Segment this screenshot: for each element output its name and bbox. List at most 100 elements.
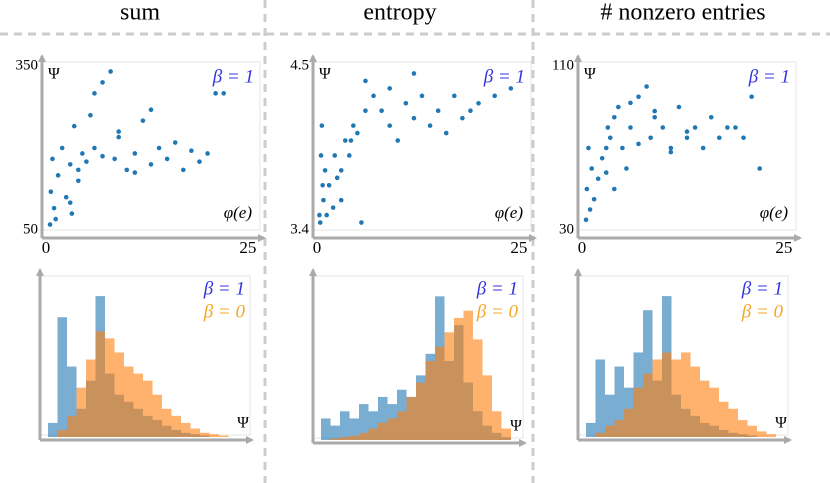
scatter-point: [616, 104, 621, 110]
scatter-point: [668, 149, 674, 155]
histogram-bar: [349, 418, 359, 440]
histogram-bar: [67, 415, 77, 437]
x-axis-label: Ψ: [237, 415, 249, 432]
histogram-bar: [387, 418, 397, 440]
scatter-point: [347, 153, 352, 158]
scatter-point: [197, 159, 202, 164]
scatter-point: [648, 135, 653, 141]
scatter-point: [620, 145, 625, 151]
scatter-point: [427, 123, 433, 128]
scatter-point: [741, 135, 746, 141]
scatter-point: [338, 197, 344, 203]
histogram-bar: [340, 437, 350, 440]
scatter-point: [508, 86, 514, 91]
scatter-point: [317, 220, 323, 225]
histogram-bar: [425, 361, 435, 440]
x-tick-label: 0: [42, 238, 51, 257]
scatter-point: [67, 162, 73, 167]
x-tick-label: 0: [313, 238, 322, 257]
scatter-point: [100, 153, 105, 159]
scatter-point: [318, 153, 324, 158]
histogram-bar: [143, 380, 153, 437]
y-tick-label: 30: [559, 221, 574, 237]
scatter-point: [205, 151, 210, 156]
scatter-point: [725, 125, 730, 130]
histogram-bar: [406, 396, 416, 440]
scatter-point: [51, 205, 57, 211]
scatter-point: [321, 197, 326, 203]
column-title: # nonzero entries: [600, 0, 765, 26]
histogram-bar: [643, 373, 653, 437]
scatter-point: [363, 108, 368, 114]
scatter-point: [584, 186, 590, 192]
scatter-point: [757, 166, 762, 171]
histogram-bar: [57, 317, 67, 437]
histogram-bar: [681, 352, 691, 437]
histogram-bar: [76, 387, 86, 437]
column-title: entropy: [363, 0, 436, 26]
scatter-point: [53, 216, 58, 222]
scatter-point: [460, 115, 465, 121]
scatter-point: [317, 212, 322, 218]
histogram-bar: [200, 432, 210, 437]
histogram-bar: [719, 401, 729, 437]
scatter-point: [636, 141, 641, 147]
legend-entry: β = 1: [741, 278, 783, 299]
histogram-bar: [378, 422, 388, 440]
histogram-bar: [321, 418, 331, 440]
histogram-bar: [605, 394, 615, 437]
histogram-bar: [181, 422, 191, 437]
histogram-bar: [397, 411, 407, 440]
histogram-bar: [435, 346, 445, 440]
scatter-point: [603, 170, 609, 175]
histogram-bar: [340, 411, 350, 440]
x-axis-label: Ψ: [775, 415, 787, 432]
histogram-bar: [162, 408, 172, 437]
histogram-bar: [463, 310, 473, 440]
scatter-point: [452, 93, 457, 99]
histogram-bar: [747, 425, 757, 437]
scatter-point: [591, 196, 597, 202]
scatter-point: [700, 145, 706, 151]
histogram-bar: [586, 422, 596, 437]
scatter-point: [676, 104, 682, 110]
scatter-point: [330, 205, 336, 210]
scatter-point: [387, 123, 392, 128]
scatter-point: [733, 125, 738, 130]
histogram-bar: [605, 425, 615, 437]
histogram-bar: [662, 352, 672, 437]
scatter-point: [468, 108, 473, 114]
scatter-point: [348, 138, 354, 143]
scatter-point: [708, 114, 714, 120]
histogram-bar: [454, 317, 464, 440]
scatter-point: [112, 156, 117, 162]
scatter-point: [84, 159, 89, 164]
histogram-bar: [671, 359, 681, 437]
scatter-point: [148, 107, 154, 113]
legend-entry: β = 1: [203, 278, 245, 299]
scatter-point: [338, 168, 344, 173]
histogram-bar: [501, 428, 511, 440]
scatter-point: [140, 118, 146, 123]
scatter-point: [108, 69, 113, 74]
histogram-bar: [349, 435, 359, 440]
scatter-point: [50, 156, 55, 162]
histogram-bar: [482, 375, 492, 440]
legend-entry: β = 0: [741, 301, 784, 322]
scatter-point: [589, 166, 594, 171]
scatter-point: [355, 130, 360, 136]
histogram-bar: [209, 434, 219, 437]
histogram-bar: [416, 382, 426, 440]
scatter-point: [586, 145, 591, 151]
scatter-point: [324, 212, 329, 218]
histogram-bar: [652, 359, 662, 437]
scatter-point: [419, 93, 425, 99]
scatter-point: [599, 155, 605, 161]
y-axis-label: Ψ: [48, 66, 60, 83]
scatter-point: [403, 100, 409, 106]
scatter-point: [612, 186, 617, 192]
scatter-point: [379, 108, 384, 114]
scatter-point: [76, 167, 81, 173]
scatter-point: [47, 222, 53, 227]
